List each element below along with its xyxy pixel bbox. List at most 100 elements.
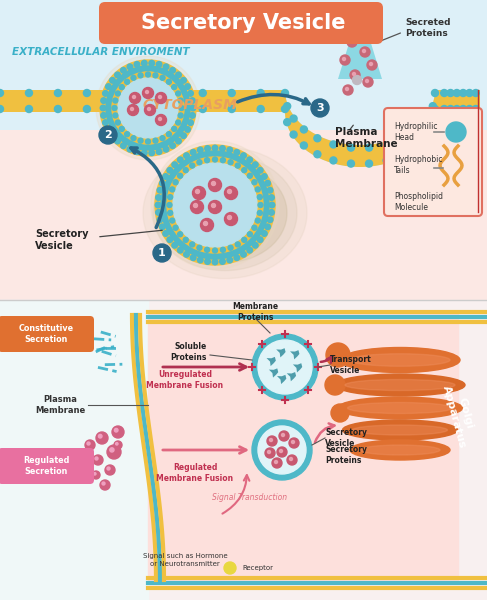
Text: 1: 1 bbox=[158, 248, 166, 258]
Ellipse shape bbox=[337, 397, 463, 419]
Circle shape bbox=[98, 434, 102, 438]
Circle shape bbox=[192, 187, 206, 199]
Circle shape bbox=[189, 98, 195, 103]
Circle shape bbox=[190, 149, 196, 155]
Circle shape bbox=[153, 244, 171, 262]
Circle shape bbox=[330, 157, 337, 164]
Circle shape bbox=[178, 113, 183, 118]
Circle shape bbox=[412, 126, 420, 133]
Circle shape bbox=[228, 160, 233, 165]
Circle shape bbox=[257, 211, 262, 215]
Circle shape bbox=[96, 432, 108, 444]
Ellipse shape bbox=[348, 403, 452, 413]
Text: Regulated
Secretion: Regulated Secretion bbox=[23, 456, 69, 476]
Circle shape bbox=[431, 106, 438, 113]
Circle shape bbox=[103, 120, 108, 125]
Circle shape bbox=[158, 118, 162, 121]
Circle shape bbox=[383, 157, 390, 164]
Circle shape bbox=[197, 160, 202, 165]
Circle shape bbox=[94, 473, 96, 475]
Circle shape bbox=[85, 440, 95, 450]
Circle shape bbox=[342, 58, 345, 61]
Circle shape bbox=[399, 135, 406, 142]
Circle shape bbox=[258, 426, 306, 474]
Circle shape bbox=[453, 106, 460, 113]
Circle shape bbox=[277, 447, 287, 457]
Circle shape bbox=[190, 242, 195, 247]
Circle shape bbox=[131, 136, 136, 140]
Circle shape bbox=[267, 451, 270, 454]
Circle shape bbox=[269, 202, 275, 208]
Circle shape bbox=[255, 187, 260, 192]
Circle shape bbox=[157, 217, 163, 223]
Circle shape bbox=[370, 62, 373, 65]
Circle shape bbox=[460, 89, 467, 97]
Circle shape bbox=[212, 248, 218, 253]
FancyBboxPatch shape bbox=[0, 316, 94, 352]
Circle shape bbox=[155, 92, 167, 103]
Circle shape bbox=[167, 157, 263, 253]
Circle shape bbox=[290, 115, 297, 122]
Circle shape bbox=[155, 145, 275, 265]
Circle shape bbox=[25, 89, 33, 97]
Circle shape bbox=[173, 225, 178, 230]
Circle shape bbox=[272, 458, 282, 468]
Circle shape bbox=[163, 174, 169, 179]
Circle shape bbox=[146, 139, 150, 144]
Circle shape bbox=[353, 73, 356, 76]
Circle shape bbox=[95, 457, 98, 460]
Circle shape bbox=[184, 153, 189, 158]
Circle shape bbox=[252, 420, 312, 480]
Circle shape bbox=[265, 224, 270, 230]
Circle shape bbox=[110, 448, 114, 452]
Circle shape bbox=[185, 127, 190, 132]
Circle shape bbox=[113, 98, 118, 103]
Circle shape bbox=[234, 255, 240, 260]
Circle shape bbox=[138, 138, 143, 143]
Circle shape bbox=[235, 242, 240, 247]
Circle shape bbox=[195, 190, 200, 193]
Ellipse shape bbox=[360, 445, 440, 455]
Circle shape bbox=[142, 61, 147, 66]
Circle shape bbox=[235, 163, 240, 168]
Circle shape bbox=[176, 72, 181, 77]
Circle shape bbox=[257, 106, 264, 113]
Circle shape bbox=[178, 98, 183, 103]
Circle shape bbox=[100, 60, 196, 156]
Circle shape bbox=[188, 91, 193, 96]
Text: Hydrophobic
Tails: Hydrophobic Tails bbox=[394, 155, 443, 175]
Text: Membrane
Proteins: Membrane Proteins bbox=[232, 302, 278, 322]
Circle shape bbox=[183, 238, 188, 242]
Circle shape bbox=[149, 150, 154, 155]
Circle shape bbox=[25, 106, 33, 113]
Circle shape bbox=[447, 89, 454, 97]
Circle shape bbox=[267, 436, 277, 446]
Text: Signal Transduction: Signal Transduction bbox=[212, 493, 287, 502]
Circle shape bbox=[127, 146, 133, 152]
Text: Regulated
Membrane Fusion: Regulated Membrane Fusion bbox=[156, 463, 234, 482]
Circle shape bbox=[83, 106, 91, 113]
Circle shape bbox=[269, 209, 274, 215]
Text: Receptor: Receptor bbox=[242, 565, 273, 571]
Text: 3: 3 bbox=[316, 103, 324, 113]
Circle shape bbox=[252, 334, 318, 400]
Circle shape bbox=[199, 89, 206, 97]
Circle shape bbox=[220, 259, 225, 265]
Circle shape bbox=[360, 47, 370, 57]
Circle shape bbox=[92, 471, 100, 479]
Circle shape bbox=[156, 62, 162, 67]
Circle shape bbox=[142, 150, 147, 155]
Circle shape bbox=[367, 60, 377, 70]
Circle shape bbox=[205, 146, 210, 151]
Circle shape bbox=[199, 106, 206, 113]
Text: Secretory
Vesicle: Secretory Vesicle bbox=[325, 428, 367, 448]
Circle shape bbox=[353, 76, 361, 85]
Text: EXTRACELLULAR ENVIROMENT: EXTRACELLULAR ENVIROMENT bbox=[12, 47, 189, 57]
Circle shape bbox=[185, 84, 190, 89]
Text: Soluble
Proteins: Soluble Proteins bbox=[170, 342, 207, 362]
Circle shape bbox=[167, 237, 172, 242]
Text: 2: 2 bbox=[104, 130, 112, 140]
Circle shape bbox=[177, 247, 183, 253]
Circle shape bbox=[350, 70, 360, 80]
Circle shape bbox=[227, 147, 233, 153]
